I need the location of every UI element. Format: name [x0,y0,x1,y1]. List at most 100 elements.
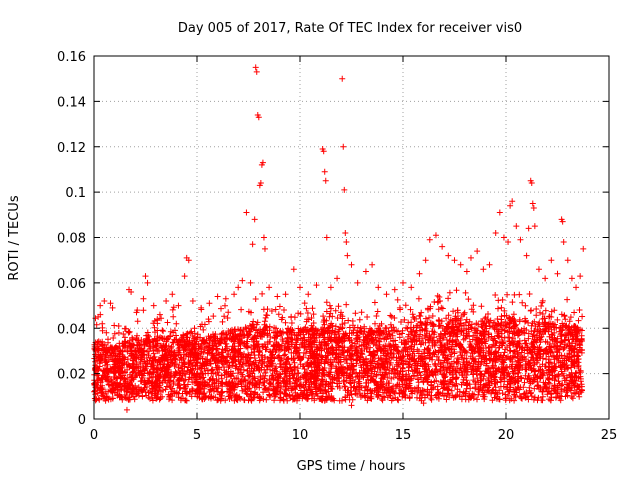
data-point [348,402,355,409]
y-tick-label: 0.16 [57,50,86,65]
data-point [235,284,242,291]
series-noise-band [91,287,586,404]
data-point [266,284,273,291]
data-point [496,209,503,216]
data-point [252,64,259,71]
data-point [134,307,141,314]
data-point [231,291,238,298]
y-tick-label: 0.02 [57,368,86,383]
data-point [109,304,116,311]
data-point [123,406,130,413]
data-point [97,302,104,309]
data-point [529,200,536,207]
data-point [247,279,254,286]
data-point [554,270,561,277]
data-point [517,236,524,243]
data-point [408,284,415,291]
data-point [439,243,446,250]
data-point [101,298,108,305]
data-point [175,302,182,309]
data-point [297,284,303,291]
data-point [445,252,452,259]
data-point [305,291,312,298]
data-point [375,284,382,291]
data-point [313,282,320,289]
data-point [249,241,256,248]
data-point [274,293,281,300]
y-tick-label: 0 [78,413,86,428]
x-tick-label: 0 [90,428,98,443]
data-point [150,302,157,309]
data-point [320,148,327,155]
data-point [577,273,584,280]
data-point [568,275,575,282]
data-point [144,279,151,286]
data-point [259,159,266,166]
data-point [509,198,516,205]
data-point [354,279,361,286]
grid-lines [94,56,609,419]
data-point [531,223,538,230]
y-tick-label: 0.08 [57,232,86,247]
data-point [513,223,520,230]
x-axis-label: GPS time / hours [297,459,406,474]
chart-title: Day 005 of 2017, Rate Of TEC Index for r… [178,21,522,36]
data-point [163,298,170,305]
data-point [185,257,192,264]
data-point [577,388,584,395]
data-point [420,400,427,407]
data-point [523,252,530,259]
data-point [290,266,297,273]
data-point [169,291,176,298]
data-point [422,257,429,264]
data-point [257,180,264,187]
data-point [156,311,163,318]
data-point [528,180,535,187]
data-point [463,268,470,275]
x-tick-label: 5 [193,428,201,443]
data-point [480,266,487,273]
data-point [573,284,580,291]
data-point [362,268,369,275]
data-point [525,225,532,232]
data-point [500,234,507,241]
data-point [474,248,481,255]
data-point [486,261,493,268]
data-point [348,261,355,268]
data-point [103,329,110,336]
data-point [339,75,346,82]
data-point [391,286,398,293]
data-point [505,239,512,246]
data-point [321,168,328,175]
data-point [142,273,149,280]
data-point [222,295,229,302]
series-points [93,64,587,413]
data-point [342,229,349,236]
data-point [322,177,329,184]
data-point [253,68,260,75]
y-tick-label: 0.12 [57,141,86,156]
data-point [564,257,571,264]
data-point [99,320,106,327]
x-tick-labels: 0 5 10 15 20 25 [90,428,617,443]
data-point [560,239,567,246]
data-point [343,239,350,246]
data-point [251,216,258,223]
data-point [432,232,439,239]
data-point [559,218,566,225]
data-point [467,254,474,261]
data-point [341,186,348,193]
x-tick-label: 20 [498,428,515,443]
y-tick-label: 0.14 [57,95,86,110]
data-point [282,291,289,298]
data-point [260,234,267,241]
data-point [548,257,555,264]
data-point [457,261,464,268]
data-point [140,295,147,302]
x-tick-label: 10 [292,428,309,443]
noise-markers [91,287,586,404]
data-point [128,288,135,295]
data-point [121,334,128,341]
data-point [369,261,376,268]
